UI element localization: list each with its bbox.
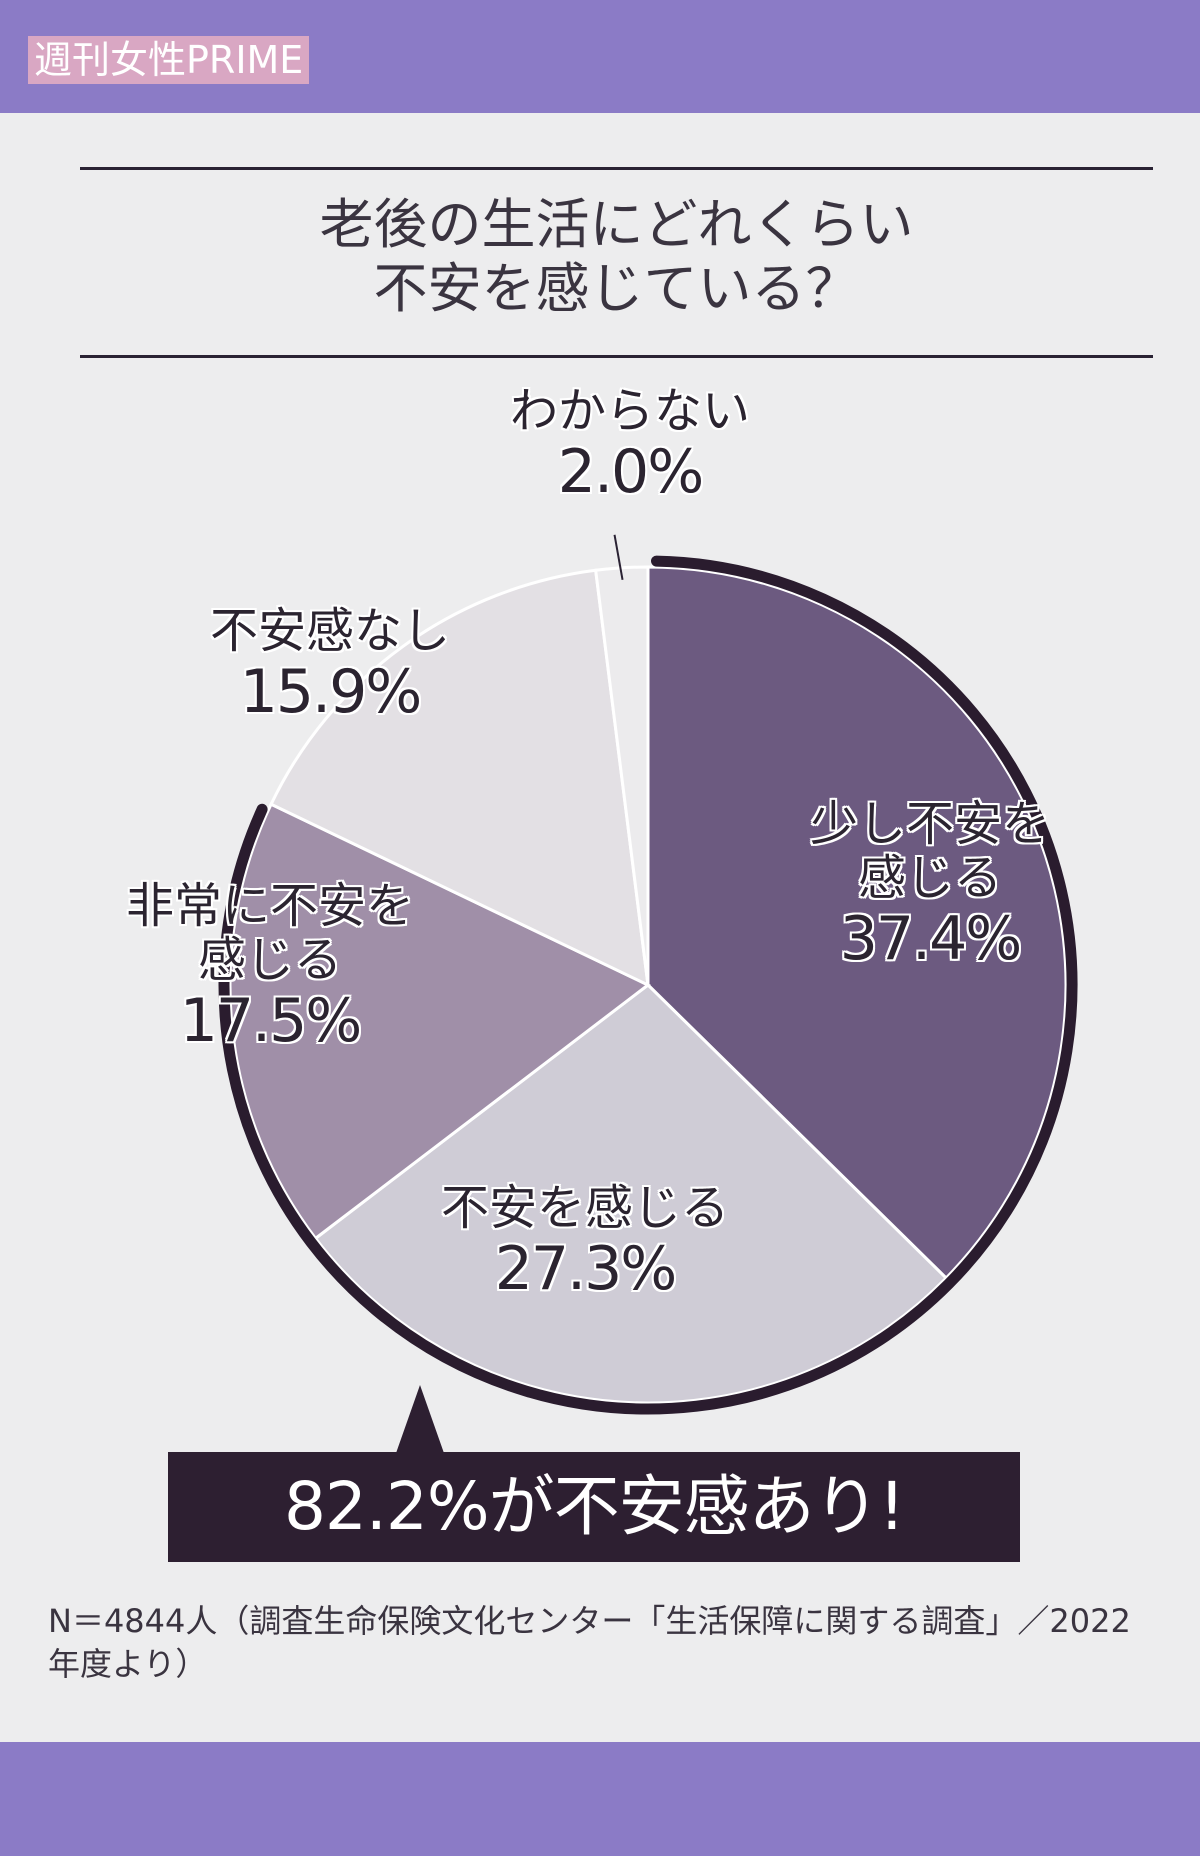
title-bottom-rule xyxy=(80,355,1153,358)
chart-title-line-1: 老後の生活にどれくらい xyxy=(319,193,914,256)
label-no-anxiety: 不安感なし 15.9% xyxy=(150,603,510,727)
label-very-anxious-value: 17.5% xyxy=(179,985,363,1056)
pie-slice-anxious xyxy=(313,983,949,1405)
label-little-anxious: 少し不安を 感じる 37.4% xyxy=(720,796,1140,974)
source-note: N＝4844人（調査生命保険文化センター「生活保障に関する調査」／2022年度よ… xyxy=(48,1602,1131,1684)
label-little-anxious-value: 37.4% xyxy=(839,903,1023,974)
label-little-anxious-line-2: 感じる xyxy=(857,849,1002,906)
bottom-band xyxy=(0,1742,1200,1856)
chart-title-line-2: 不安を感じている？ xyxy=(373,256,860,320)
callout-summary: 82.2%が不安感あり! xyxy=(168,1452,1020,1562)
unknown-leader-line xyxy=(613,534,624,580)
label-anxious-line-1: 不安を感じる xyxy=(440,1180,729,1236)
brand-logo: 週刊女性PRIME xyxy=(28,36,310,84)
label-little-anxious-line-1: 少し不安を xyxy=(809,796,1050,852)
anxious-group-outline xyxy=(218,555,1078,1415)
pie-slice-little-anxious xyxy=(646,565,1068,1281)
pie-chart xyxy=(218,534,1078,1456)
label-unknown-line-1: わからない xyxy=(509,383,750,439)
pie-slice-unknown xyxy=(593,565,650,986)
pie-slice-no-anxiety xyxy=(269,568,650,988)
label-anxious: 不安を感じる 27.3% xyxy=(355,1180,815,1304)
pie-slice-very-anxious xyxy=(228,802,651,1241)
label-very-anxious: 非常に不安を 感じる 17.5% xyxy=(60,878,480,1056)
label-anxious-value: 27.3% xyxy=(494,1233,678,1304)
label-unknown: わからない 2.0% xyxy=(430,383,830,507)
label-no-anxiety-value: 15.9% xyxy=(239,656,423,727)
label-unknown-value: 2.0% xyxy=(557,436,704,507)
chart-title: 老後の生活にどれくらい 不安を感じている？ xyxy=(80,193,1153,320)
label-very-anxious-line-1: 非常に不安を xyxy=(125,878,414,934)
callout-pointer xyxy=(395,1385,445,1456)
title-top-rule xyxy=(80,167,1153,170)
label-no-anxiety-line-1: 不安感なし xyxy=(209,603,450,659)
label-very-anxious-line-2: 感じる xyxy=(197,931,342,988)
